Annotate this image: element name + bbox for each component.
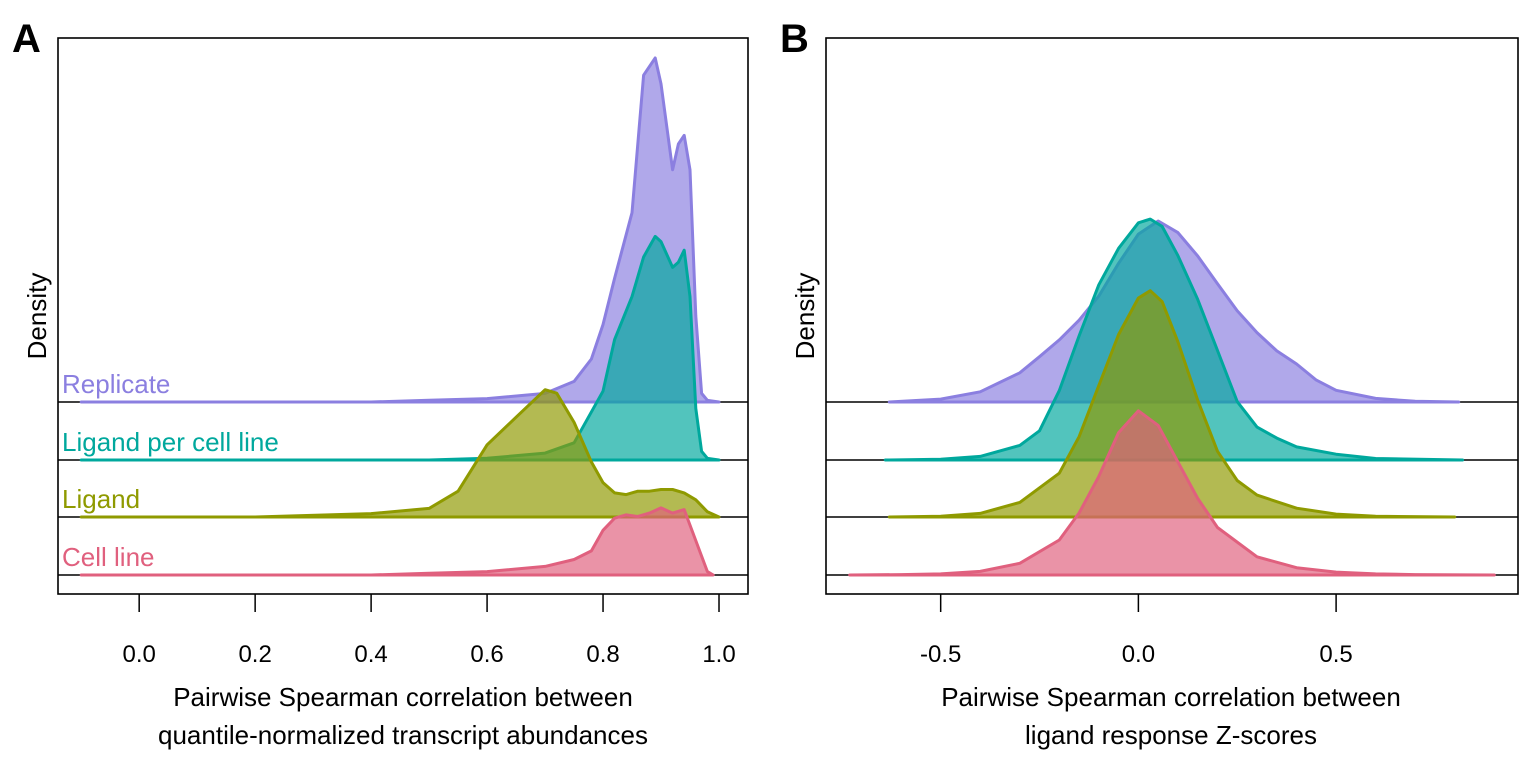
panel-a: A Cell line Ligand Ligand per cell line Rep…: [12, 17, 749, 750]
panel-a-series-label-ligand-per-cell-line: Ligand per cell line: [62, 427, 279, 457]
panel-a-series-cell-line: [79, 506, 715, 577]
panel-b-xlabel-line1: Pairwise Spearman correlation between: [941, 682, 1401, 712]
panel-a-series-label-ligand: Ligand: [62, 484, 140, 514]
panel-a-x-tick-label: 0.8: [586, 641, 619, 668]
panel-b-x-tick-label: 0.5: [1319, 641, 1352, 668]
panel-b: B -0.5 0.0 0.5 Pairwise Spearman correlati…: [780, 17, 1519, 750]
panel-a-x-axis: 0.0 0.2 0.4 0.6 0.8 1.0: [122, 594, 736, 668]
panel-b-x-tick-label: 0.0: [1122, 641, 1155, 668]
panel-b-letter: B: [780, 17, 809, 61]
panel-a-xlabel-line2: quantile-normalized transcript abundance…: [158, 720, 648, 750]
panel-a-frame: [57, 37, 749, 595]
panel-a-x-tick-label: 0.2: [238, 641, 271, 668]
panel-b-frame: [825, 37, 1519, 595]
panel-b-x-tick-label: -0.5: [920, 641, 961, 668]
panel-a-x-tick-label: 0.6: [470, 641, 503, 668]
panel-a-x-tick-label: 0.0: [122, 641, 155, 668]
panel-b-series-cell-line: [848, 409, 1496, 577]
panel-b-ylabel: Density: [790, 273, 820, 360]
panel-a-x-tick-label: 0.4: [354, 641, 387, 668]
panel-a-series-label-cell-line: Cell line: [62, 542, 155, 572]
panel-a-series-label-replicate: Replicate: [62, 369, 170, 399]
panel-a-ylabel: Density: [22, 273, 52, 360]
panel-a-series-ligand: [79, 388, 721, 519]
panel-b-series-ligand: [887, 289, 1457, 519]
panel-b-ridges: [826, 217, 1518, 577]
panel-a-series-ligand-per-cell-line: [79, 234, 721, 462]
panel-a-x-tick-label: 1.0: [702, 641, 735, 668]
panel-a-letter: A: [12, 17, 41, 61]
panel-b-xlabel-line2: ligand response Z-scores: [1025, 720, 1317, 750]
panel-a-xlabel-line1: Pairwise Spearman correlation between: [173, 682, 633, 712]
panel-b-x-axis: -0.5 0.0 0.5: [920, 594, 1353, 668]
panel-a-ridges: Cell line Ligand Ligand per cell line Repli…: [58, 56, 748, 577]
